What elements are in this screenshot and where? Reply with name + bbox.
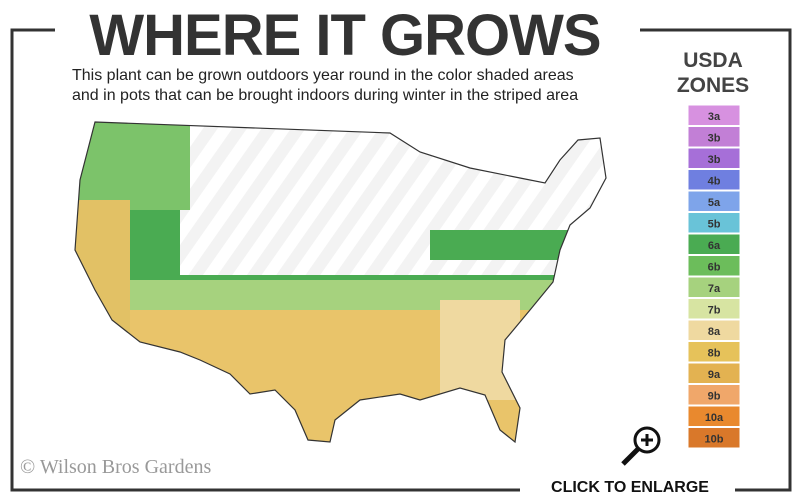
zone-swatch: [687, 147, 741, 169]
zone-label: 9a: [708, 369, 721, 381]
frame: [10, 28, 792, 492]
watermark: © Wilson Bros Gardens: [20, 456, 211, 478]
map-outline: [74, 121, 607, 444]
zone-swatch: [687, 405, 741, 427]
zone-label: 3b: [708, 154, 721, 166]
zone-label: 7b: [708, 304, 721, 316]
map: [75, 122, 606, 442]
zone-label: 3a: [708, 111, 721, 123]
zone-label: 8a: [708, 326, 721, 338]
zone-label: 10b: [705, 433, 724, 445]
zone-swatch: [687, 190, 741, 212]
subtitle: This plant can be grown outdoors year ro…: [72, 67, 574, 84]
zone-swatch: [687, 126, 741, 148]
zone-label: 10a: [705, 412, 724, 424]
subtitle: and in pots that can be brought indoors …: [72, 87, 578, 104]
zone-label: 6a: [708, 240, 721, 252]
zone-swatch: [687, 341, 741, 363]
zone-label: 5b: [708, 218, 721, 230]
legend: 3a 3b 3b 4b 5a 5b 6a 6b 7a 7b 8a 8b 9a 9b 10a 10b: [687, 104, 741, 449]
zone-swatch: [687, 319, 741, 341]
zone-swatch: [687, 427, 741, 449]
zone-label: 3b: [708, 132, 721, 144]
title: WHERE IT GROWS: [89, 3, 600, 68]
zone-swatch: [687, 362, 741, 384]
plus-icon: [641, 434, 653, 446]
zone-label: 4b: [708, 175, 721, 187]
zone-label: 6b: [708, 261, 721, 273]
zone-swatch: [687, 169, 741, 191]
enlarge-button[interactable]: CLICK TO ENLARGE: [551, 426, 709, 496]
zone-swatch: [687, 384, 741, 406]
zone-label: 8b: [708, 347, 721, 359]
zone-swatch: [687, 276, 741, 298]
legend-title: ZONES: [677, 74, 749, 97]
legend-title: USDA: [683, 49, 743, 72]
zone-swatch: [687, 212, 741, 234]
zone-swatch: [687, 255, 741, 277]
zone-label: 9b: [708, 390, 721, 402]
zone-swatch: [687, 233, 741, 255]
zone-label: 7a: [708, 283, 721, 295]
magnifier-handle: [621, 447, 640, 466]
zone-swatch: [687, 104, 741, 126]
zone-label: 5a: [708, 197, 721, 209]
zone-swatch: [687, 298, 741, 320]
enlarge-label[interactable]: CLICK TO ENLARGE: [551, 479, 709, 496]
magnifier-icon: [633, 426, 661, 454]
